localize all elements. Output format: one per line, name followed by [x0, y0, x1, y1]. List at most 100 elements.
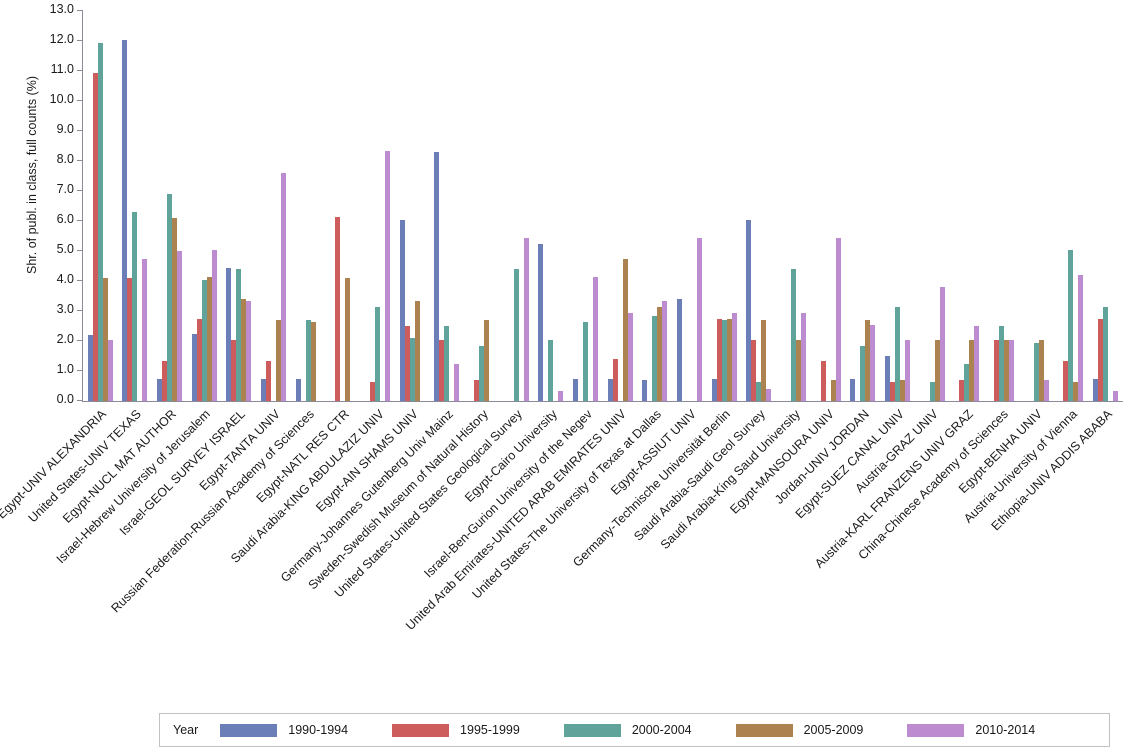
bar[interactable]: [479, 345, 485, 401]
bar[interactable]: [107, 339, 113, 401]
bar[interactable]: [1043, 380, 1049, 401]
bar[interactable]: [399, 219, 405, 401]
bar[interactable]: [558, 390, 564, 401]
bar[interactable]: [261, 378, 267, 401]
bar[interactable]: [716, 318, 722, 401]
bar[interactable]: [92, 72, 98, 401]
bar[interactable]: [281, 173, 287, 401]
bar[interactable]: [761, 320, 767, 401]
bar[interactable]: [409, 338, 415, 401]
bar[interactable]: [612, 359, 618, 401]
bar[interactable]: [900, 380, 906, 401]
bar[interactable]: [969, 339, 975, 401]
bar[interactable]: [627, 312, 633, 401]
bar[interactable]: [1038, 339, 1044, 401]
bar[interactable]: [885, 356, 891, 401]
bar[interactable]: [1078, 275, 1084, 401]
bar[interactable]: [167, 194, 173, 401]
bar[interactable]: [191, 333, 197, 401]
legend-entry[interactable]: 2010-2014: [907, 723, 1035, 737]
bar[interactable]: [132, 212, 138, 401]
bar[interactable]: [538, 243, 544, 401]
bar[interactable]: [905, 339, 911, 401]
bar[interactable]: [142, 258, 148, 401]
bar[interactable]: [994, 339, 1000, 401]
bar[interactable]: [434, 152, 440, 401]
bar[interactable]: [726, 318, 732, 401]
bar[interactable]: [335, 216, 341, 401]
bar[interactable]: [206, 276, 212, 401]
bar[interactable]: [835, 237, 841, 401]
bar[interactable]: [1033, 342, 1039, 401]
bar[interactable]: [801, 312, 807, 401]
legend-entry[interactable]: 2000-2004: [563, 723, 692, 737]
bar[interactable]: [310, 321, 316, 401]
bar[interactable]: [652, 315, 658, 401]
bar[interactable]: [796, 339, 802, 401]
bar[interactable]: [177, 251, 183, 401]
bar[interactable]: [162, 360, 168, 401]
bar[interactable]: [895, 306, 901, 401]
bar[interactable]: [865, 320, 871, 401]
bar[interactable]: [157, 378, 163, 401]
bar[interactable]: [583, 321, 589, 401]
bar[interactable]: [999, 326, 1005, 401]
bar[interactable]: [751, 339, 757, 401]
bar[interactable]: [677, 299, 683, 401]
bar[interactable]: [102, 278, 108, 401]
bar[interactable]: [513, 269, 519, 401]
bar[interactable]: [484, 320, 490, 401]
bar[interactable]: [127, 278, 133, 401]
bar[interactable]: [870, 324, 876, 401]
bar[interactable]: [593, 276, 599, 401]
bar[interactable]: [295, 378, 301, 401]
bar[interactable]: [375, 306, 381, 401]
bar[interactable]: [860, 345, 866, 401]
bar[interactable]: [439, 339, 445, 401]
bar[interactable]: [791, 269, 797, 401]
bar[interactable]: [201, 279, 207, 401]
bar[interactable]: [345, 278, 351, 401]
bar[interactable]: [122, 39, 128, 401]
bar[interactable]: [1068, 249, 1074, 401]
bar[interactable]: [1063, 360, 1069, 401]
bar[interactable]: [276, 320, 282, 401]
bar[interactable]: [642, 380, 648, 401]
bar[interactable]: [1103, 306, 1109, 401]
bar[interactable]: [573, 378, 579, 401]
bar[interactable]: [236, 269, 242, 401]
bar[interactable]: [607, 378, 613, 401]
legend-entry[interactable]: 1995-1999: [392, 723, 520, 737]
bar[interactable]: [964, 363, 970, 401]
bar[interactable]: [622, 258, 628, 401]
bar[interactable]: [305, 320, 311, 401]
bar[interactable]: [414, 300, 420, 401]
bar[interactable]: [721, 320, 727, 401]
bar[interactable]: [231, 339, 237, 401]
bar[interactable]: [711, 378, 717, 401]
bar[interactable]: [731, 312, 737, 401]
bar[interactable]: [1009, 339, 1015, 401]
bar[interactable]: [959, 380, 965, 401]
bar[interactable]: [830, 380, 836, 401]
bar[interactable]: [241, 299, 247, 401]
bar[interactable]: [404, 326, 410, 401]
bar[interactable]: [385, 150, 391, 401]
bar[interactable]: [939, 287, 945, 401]
bar[interactable]: [657, 306, 663, 401]
bar[interactable]: [890, 381, 896, 401]
bar[interactable]: [1098, 318, 1104, 401]
bar[interactable]: [474, 380, 480, 401]
bar[interactable]: [87, 335, 93, 401]
bar[interactable]: [1093, 378, 1099, 401]
bar[interactable]: [266, 360, 272, 401]
bar[interactable]: [850, 378, 856, 401]
bar[interactable]: [1113, 390, 1119, 401]
bar[interactable]: [226, 267, 232, 401]
bar[interactable]: [196, 318, 202, 401]
bar[interactable]: [929, 381, 935, 401]
legend-entry[interactable]: 1990-1994: [220, 723, 348, 737]
bar[interactable]: [820, 360, 826, 401]
bar[interactable]: [1004, 339, 1010, 401]
bar[interactable]: [974, 326, 980, 401]
